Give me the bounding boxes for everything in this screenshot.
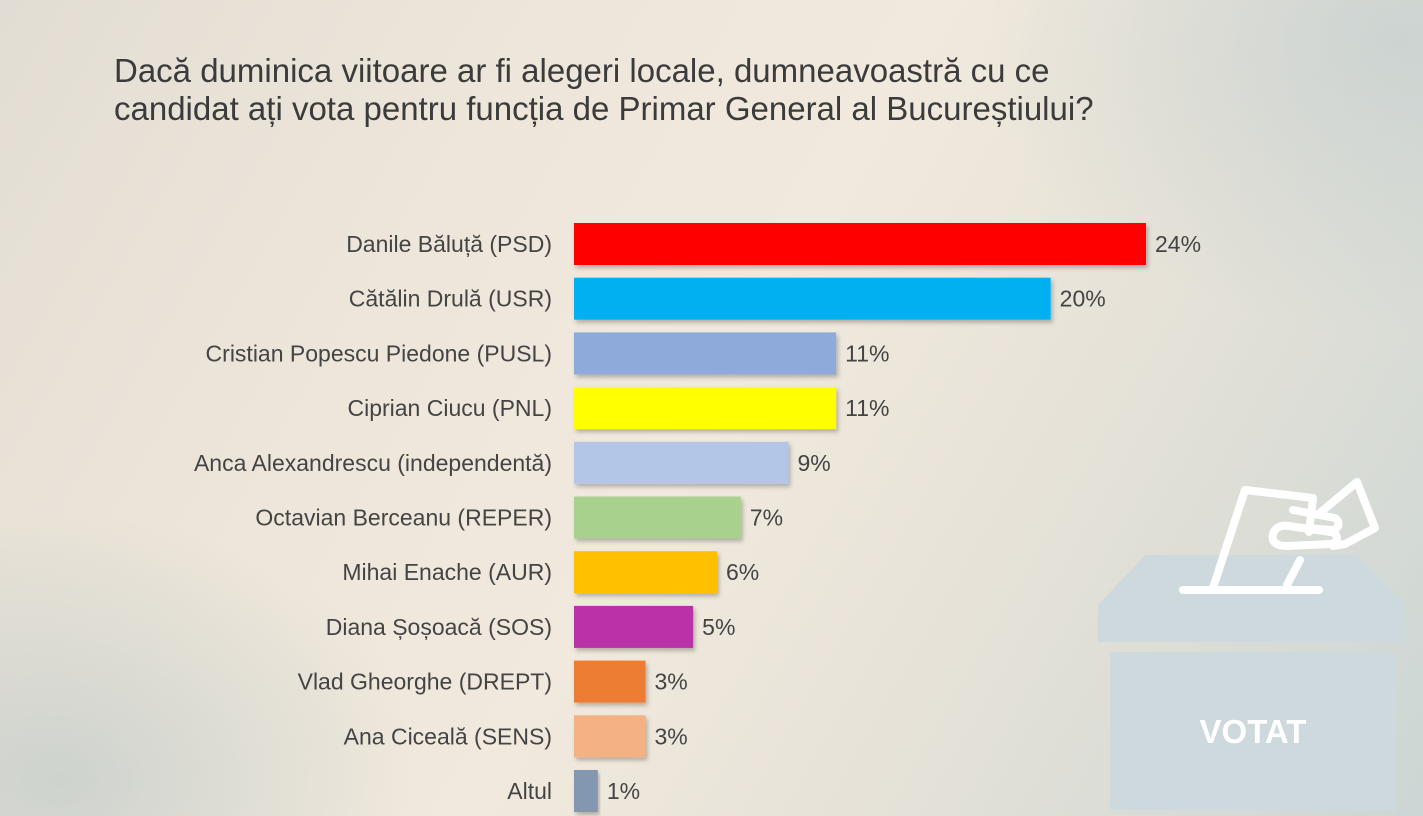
value-label: 9% xyxy=(798,450,831,476)
bar xyxy=(574,551,717,594)
category-label: Mihai Enache (AUR) xyxy=(342,559,552,585)
bar xyxy=(574,770,598,812)
bar xyxy=(574,441,789,484)
category-label: Anca Alexandrescu (independentă) xyxy=(194,450,552,476)
ballot-box-label: VOTAT xyxy=(1200,713,1307,750)
bar xyxy=(574,660,646,703)
category-label: Cristian Popescu Piedone (PUSL) xyxy=(206,340,552,366)
category-label: Altul xyxy=(507,778,552,804)
ballot-box-lid xyxy=(1098,555,1405,642)
value-label: 3% xyxy=(655,723,688,749)
category-label: Ana Ciceală (SENS) xyxy=(344,723,552,749)
value-label: 11% xyxy=(845,340,889,366)
chart-title-line-1: Dacă duminica viitoare ar fi alegeri loc… xyxy=(114,52,1050,89)
value-label: 6% xyxy=(726,559,759,585)
value-label: 1% xyxy=(607,778,640,804)
category-label: Diana Șoșoacă (SOS) xyxy=(326,614,552,640)
value-label: 7% xyxy=(750,505,783,531)
category-label: Octavian Berceanu (REPER) xyxy=(255,505,552,531)
bar xyxy=(574,223,1146,265)
category-label: Vlad Gheorghe (DREPT) xyxy=(298,669,552,695)
category-label: Danile Băluță (PSD) xyxy=(346,231,552,257)
bar xyxy=(574,715,646,758)
ballot-box-icon: VOTAT xyxy=(1098,478,1405,810)
value-label: 11% xyxy=(845,395,889,421)
bar xyxy=(574,387,837,430)
ballot-paper-icon xyxy=(1179,478,1379,594)
value-label: 3% xyxy=(655,669,688,695)
value-label: 24% xyxy=(1155,231,1201,257)
bar xyxy=(574,332,837,375)
chart-title: Dacă duminica viitoare ar fi alegeri loc… xyxy=(114,52,1314,128)
category-label: Cătălin Drulă (USR) xyxy=(349,286,552,312)
category-label: Ciprian Ciucu (PNL) xyxy=(347,395,552,421)
ballot-box-body xyxy=(1110,652,1396,810)
bar xyxy=(574,496,741,539)
value-label: 20% xyxy=(1060,286,1106,312)
value-label: 5% xyxy=(702,614,735,640)
chart-title-line-2: candidat ați vota pentru funcția de Prim… xyxy=(114,90,1094,127)
bar xyxy=(574,605,694,648)
bar xyxy=(574,277,1051,320)
